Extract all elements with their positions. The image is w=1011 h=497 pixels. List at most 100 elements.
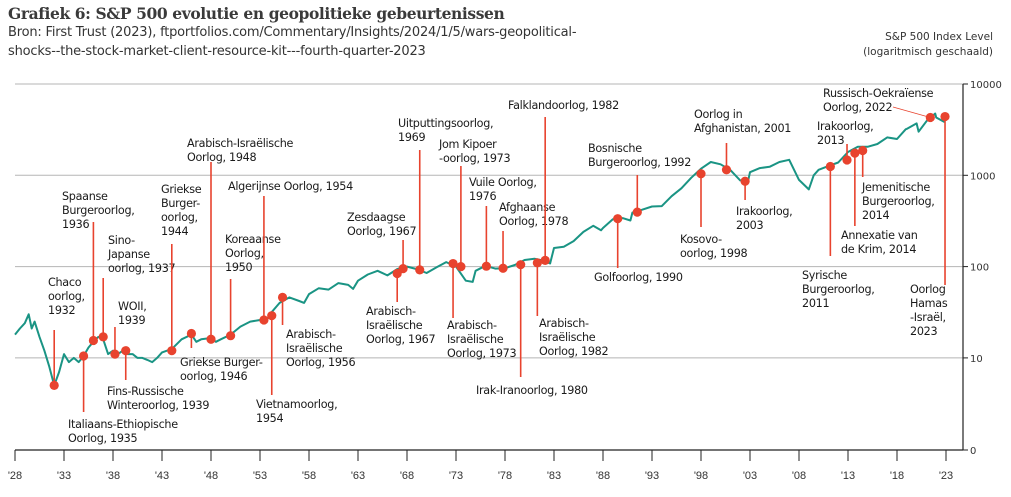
event-label: Oorlog in — [694, 108, 743, 121]
x-tick-label: '38 — [106, 470, 120, 482]
x-tick-label: '18 — [890, 470, 904, 482]
event-marker — [540, 255, 550, 265]
event-label: Arabisch- — [286, 328, 336, 341]
event-label: Burgeroorlog, — [62, 204, 135, 217]
event-marker — [456, 262, 466, 272]
event-label: Japanse — [107, 248, 150, 261]
event-label: Sino- — [108, 234, 135, 247]
event-marker — [259, 315, 269, 325]
event-annotation: Irakoorlog,2003 — [736, 176, 793, 232]
event-marker — [613, 214, 623, 224]
event-label: Irakoorlog, — [817, 120, 873, 133]
event-marker — [267, 311, 277, 321]
event-annotation: Jom Kipoer-oorlog, 1973 — [438, 138, 511, 272]
event-label: oorlog, — [161, 211, 198, 224]
event-marker — [415, 265, 425, 275]
x-tick-label: '33 — [57, 470, 71, 482]
event-marker — [858, 145, 868, 156]
event-label: Oorlog, — [225, 247, 264, 260]
event-label: Oorlog, 1973 — [447, 347, 516, 360]
x-tick-label: '28 — [8, 470, 22, 482]
event-label: Burger- — [161, 197, 200, 210]
event-marker — [186, 328, 196, 339]
event-label: Annexatie van — [841, 229, 918, 242]
event-marker — [226, 331, 236, 341]
event-marker — [632, 207, 642, 217]
event-label: Israëlische — [539, 331, 596, 344]
event-label: Oorlog, 1978 — [499, 215, 568, 228]
event-marker — [88, 335, 98, 346]
event-label: Oorlog, 1956 — [286, 356, 355, 369]
event-marker — [98, 332, 108, 342]
event-label: Israëlische — [366, 319, 423, 332]
x-tick-label: '23 — [939, 470, 953, 482]
x-tick-label: '43 — [155, 470, 169, 482]
event-annotation: Kosovo-oorlog, 1998 — [680, 169, 748, 260]
x-tick-label: '93 — [645, 470, 659, 482]
event-label: 1954 — [256, 412, 283, 425]
x-tick-label: '98 — [694, 470, 708, 482]
chart-title: Grafiek 6: S&P 500 evolutie en geopoliti… — [8, 4, 505, 23]
x-tick-label: '03 — [743, 470, 757, 482]
event-label: Oorlog, 2022 — [823, 101, 892, 114]
event-marker — [79, 351, 89, 361]
event-label: Vuile Oorlog, — [469, 176, 537, 189]
event-label: 2023 — [910, 325, 937, 338]
event-label: Israëlische — [447, 333, 504, 346]
event-label: WOII, — [118, 300, 147, 313]
x-tick-label: '53 — [253, 470, 267, 482]
event-label: 1936 — [62, 218, 89, 231]
y-axis-title-line-1: S&P 500 Index Level — [885, 31, 993, 43]
y-tick-label: 0 — [970, 446, 976, 457]
x-tick-label: '68 — [400, 470, 414, 482]
event-marker — [740, 176, 750, 186]
event-marker — [121, 346, 131, 356]
event-label: 1944 — [161, 225, 188, 238]
event-label: Afghanistan, 2001 — [694, 122, 791, 135]
event-annotation: Irak-Iranoorlog, 1980 — [476, 260, 588, 397]
y-tick-label: 1000 — [970, 171, 995, 182]
event-label: Zesdaagse — [347, 211, 406, 224]
event-label: Uitputtingsoorlog, — [398, 117, 493, 130]
event-annotation: Algerijnse Oorlog, 1954 — [228, 180, 353, 325]
event-label: Arabisch- — [447, 319, 497, 332]
event-label: Oorlog, 1935 — [68, 432, 137, 445]
event-label: Syrische — [802, 269, 847, 282]
event-marker — [448, 258, 458, 269]
y-tick-label: 10000 — [970, 80, 1002, 91]
x-tick-label: '88 — [596, 470, 610, 482]
event-label: oorlog, 1937 — [108, 262, 176, 275]
event-label: Oorlog, 1967 — [347, 225, 416, 238]
event-label: Irak-Iranoorlog, 1980 — [476, 384, 588, 397]
event-label: 1932 — [48, 304, 75, 317]
event-label: de Krim, 2014 — [841, 243, 916, 256]
x-tick-label: '13 — [841, 470, 855, 482]
event-label: Oorlog, 1967 — [366, 333, 435, 346]
event-label: -Israël, — [910, 311, 946, 324]
event-label: Falklandoorlog, 1982 — [508, 99, 619, 112]
event-label: Burgeroorlog, 1992 — [588, 156, 691, 169]
event-annotation: Griekse Burger-oorlog, 1946 — [180, 328, 263, 383]
event-label: Jemenitische — [861, 181, 930, 194]
event-annotation: Uitputtingsoorlog,1969 — [398, 117, 494, 275]
event-label: Arabisch-Israëlische — [187, 137, 293, 150]
event-label: Jom Kipoer — [438, 138, 497, 151]
event-marker — [49, 380, 59, 390]
event-label: Burgeroorlog, — [862, 195, 935, 208]
x-tick-label: '78 — [498, 470, 512, 482]
event-annotation: Vietnamoorlog,1954 — [256, 311, 338, 425]
